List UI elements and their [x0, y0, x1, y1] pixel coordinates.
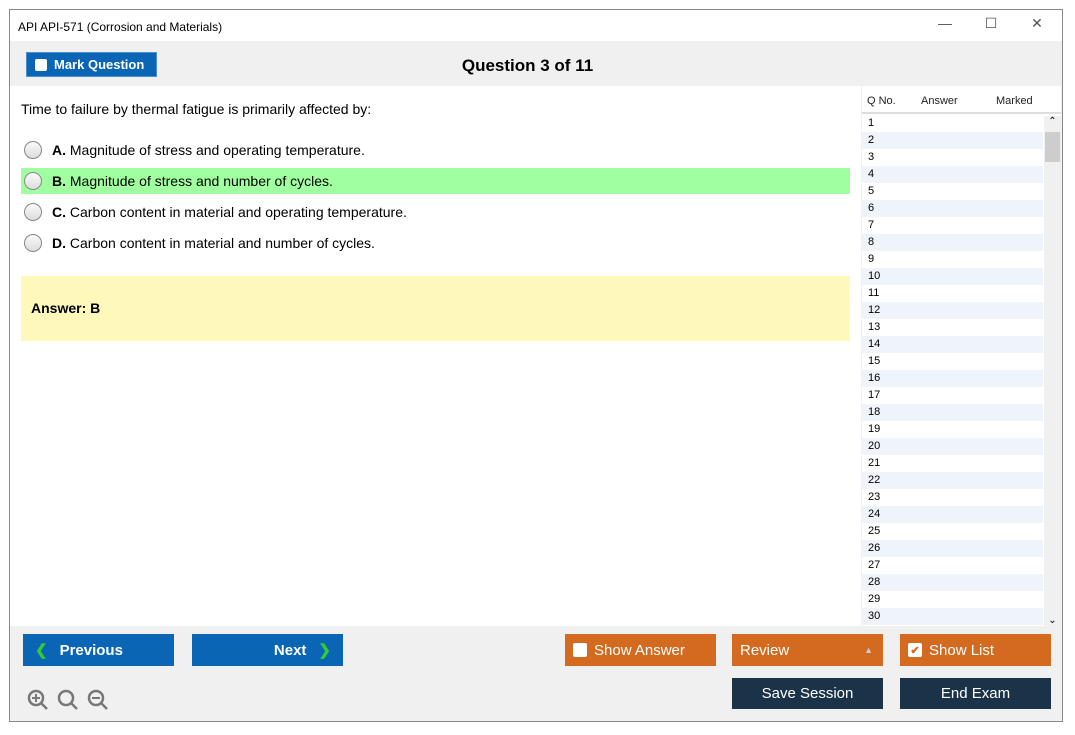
next-button[interactable]: Next ❯: [192, 634, 343, 666]
checkbox-checked-icon: ✔: [908, 643, 922, 657]
list-row[interactable]: 29: [868, 593, 881, 605]
review-label: Review: [740, 641, 790, 659]
radio-button[interactable]: [24, 203, 42, 221]
list-row[interactable]: 6: [862, 200, 1043, 217]
list-row[interactable]: 24: [862, 506, 1043, 523]
option-c[interactable]: C. Carbon content in material and operat…: [21, 199, 850, 225]
zoom-in-icon[interactable]: [27, 689, 48, 710]
close-button[interactable]: ✕: [1031, 15, 1043, 31]
minimize-button[interactable]: —: [938, 15, 952, 31]
show-answer-label: Show Answer: [594, 641, 685, 659]
question-text: Time to failure by thermal fatigue is pr…: [21, 101, 372, 117]
show-answer-button[interactable]: Show Answer: [565, 634, 716, 666]
zoom-controls: [27, 689, 108, 710]
list-row[interactable]: 30: [862, 608, 1043, 625]
option-text: Carbon content in material and number of…: [69, 235, 375, 251]
app-window: API API-571 (Corrosion and Materials) — …: [9, 9, 1063, 722]
list-row[interactable]: 14: [862, 336, 1043, 353]
option-text: Magnitude of stress and operating temper…: [69, 142, 365, 158]
option-a[interactable]: A. Magnitude of stress and operating tem…: [21, 137, 850, 163]
list-row[interactable]: 19: [868, 423, 881, 435]
list-row[interactable]: 25: [868, 525, 881, 537]
list-header: Q No. Answer Marked: [862, 86, 1061, 114]
radio-button[interactable]: [24, 141, 42, 159]
question-panel: Time to failure by thermal fatigue is pr…: [10, 86, 861, 626]
list-row[interactable]: 9: [868, 253, 875, 265]
option-b[interactable]: B. Magnitude of stress and number of cyc…: [21, 168, 850, 194]
option-letter: C.: [52, 204, 66, 220]
zoom-out-icon[interactable]: [87, 689, 108, 710]
list-row[interactable]: 1: [868, 117, 875, 129]
list-row[interactable]: 17: [868, 389, 881, 401]
radio-button[interactable]: [24, 234, 42, 252]
list-row[interactable]: 21: [868, 457, 881, 469]
header: Mark Question Question 3 of 11: [10, 41, 1062, 86]
list-row[interactable]: 15: [868, 355, 881, 367]
question-list: Q No. Answer Marked 1 2 3 4 5 6 7 8 9 10 11 12 13 14 1…: [862, 86, 1061, 626]
maximize-button[interactable]: ☐: [984, 15, 998, 31]
option-d[interactable]: D. Carbon content in material and number…: [21, 230, 850, 256]
col-qno: Q No.: [867, 95, 896, 107]
option-text: Carbon content in material and operating…: [69, 204, 407, 220]
checkbox-icon: [573, 643, 587, 657]
col-marked: Marked: [996, 95, 1033, 107]
scroll-up-icon[interactable]: ⌃: [1048, 116, 1057, 127]
option-text: Magnitude of stress and number of cycles…: [69, 173, 333, 189]
list-row[interactable]: 8: [862, 234, 1043, 251]
list-row[interactable]: 5: [868, 185, 875, 197]
show-list-button[interactable]: ✔ Show List: [900, 634, 1051, 666]
radio-button[interactable]: [24, 172, 42, 190]
answer-box: Answer: B: [21, 276, 850, 341]
list-row[interactable]: 27: [868, 559, 881, 571]
next-label: Next: [273, 641, 307, 659]
list-row[interactable]: 11: [868, 287, 880, 299]
mark-question-button[interactable]: Mark Question: [26, 52, 157, 77]
question-title: Question 3 of 11: [461, 56, 594, 75]
list-row[interactable]: 4: [862, 166, 1043, 183]
list-row[interactable]: 13: [868, 321, 881, 333]
option-letter: A.: [52, 142, 66, 158]
save-session-button[interactable]: Save Session: [732, 678, 883, 709]
list-row[interactable]: 7: [868, 219, 875, 231]
option-letter: B.: [52, 173, 66, 189]
scroll-down-icon[interactable]: ⌄: [1048, 615, 1057, 626]
title-bar: API API-571 (Corrosion and Materials) — …: [10, 10, 1062, 41]
chevron-right-icon: ❯: [318, 642, 331, 659]
review-dropdown[interactable]: Review ▲: [732, 634, 883, 666]
checkbox-icon: [35, 58, 47, 71]
list-row[interactable]: 2: [862, 132, 1043, 149]
scrollbar[interactable]: ⌃ ⌄: [1044, 116, 1061, 626]
list-rows: 1 2 3 4 5 6 7 8 9 10 11 12 13 14 15 16 17 18 19 20 21 22 23 24 2…: [862, 114, 1061, 625]
mark-label: Mark Question: [54, 57, 145, 72]
zoom-reset-icon[interactable]: [57, 689, 78, 710]
option-letter: D.: [52, 235, 66, 251]
col-answer: Answer: [921, 95, 958, 107]
list-row[interactable]: 23: [868, 491, 881, 503]
list-row[interactable]: 26: [862, 540, 1043, 557]
previous-label: Previous: [59, 641, 123, 659]
previous-button[interactable]: ❮ Previous: [23, 634, 174, 666]
list-row[interactable]: 10: [862, 268, 1043, 285]
chevron-left-icon: ❮: [35, 642, 48, 659]
list-row[interactable]: 20: [862, 438, 1043, 455]
list-row[interactable]: 28: [862, 574, 1043, 591]
caret-up-icon: ▲: [864, 645, 873, 655]
list-row[interactable]: 3: [868, 151, 875, 163]
end-exam-button[interactable]: End Exam: [900, 678, 1051, 709]
list-row[interactable]: 22: [862, 472, 1043, 489]
scroll-thumb[interactable]: [1045, 132, 1060, 162]
show-list-label: Show List: [929, 641, 995, 659]
list-row[interactable]: 18: [862, 404, 1043, 421]
window-title: API API-571 (Corrosion and Materials): [18, 20, 223, 34]
list-row[interactable]: 16: [862, 370, 1043, 387]
list-row[interactable]: 12: [862, 302, 1043, 319]
